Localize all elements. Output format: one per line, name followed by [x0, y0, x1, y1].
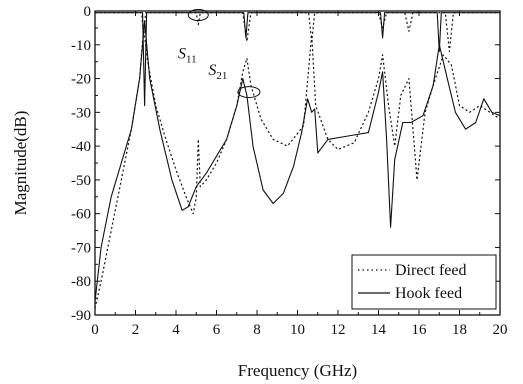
x-tick-label: 18	[452, 322, 467, 338]
x-tick-label: 16	[412, 322, 428, 338]
y-tick-label: -10	[71, 38, 91, 54]
y-axis-label: Magnitude(dB)	[11, 111, 30, 216]
series-s11-curve-3	[95, 12, 500, 107]
axis-tick-labels: 0 2 4 6 8 10 12 14 16 18 20 0 -10 -20 -30 -40 -50 -60 -70 -…	[71, 4, 508, 338]
s11-annotation: S11	[178, 45, 197, 65]
s11-annotation-main: S	[178, 45, 186, 62]
y-tick-label: -90	[71, 308, 91, 324]
s11-marker-ellipse	[187, 9, 209, 22]
x-tick-label: 8	[253, 322, 261, 338]
y-tick-label: 0	[84, 4, 92, 20]
s21-annotation-main: S	[208, 62, 216, 79]
x-tick-label: 10	[290, 322, 305, 338]
x-tick-label: 12	[331, 322, 346, 338]
y-tick-label: -60	[71, 207, 91, 223]
y-tick-label: -70	[71, 240, 91, 256]
x-tick-label: 2	[132, 322, 140, 338]
legend-label-direct-feed: Direct feed	[395, 262, 467, 279]
legend-box	[351, 254, 497, 310]
y-tick-label: -20	[71, 72, 91, 88]
x-tick-label: 14	[371, 322, 387, 338]
y-tick-label: -50	[71, 173, 91, 189]
annotations: S11 S21	[178, 9, 261, 99]
series-s21-hook-feed	[94, 20, 501, 302]
curves-group	[94, 12, 501, 309]
x-tick-label: 20	[493, 322, 508, 338]
series-s21-direct-feed	[94, 27, 501, 309]
s21-annotation: S21	[208, 62, 227, 82]
s11-annotation-sub: 11	[186, 53, 197, 65]
s21-marker-ellipse	[237, 86, 261, 99]
y-tick-label: -40	[71, 139, 91, 155]
y-tick-label: -80	[71, 274, 91, 290]
x-tick-label: 6	[213, 322, 221, 338]
x-tick-label: 4	[172, 322, 180, 338]
axis-ticks	[94, 10, 501, 316]
x-axis-label: Frequency (GHz)	[238, 361, 357, 380]
x-tick-label: 0	[91, 322, 99, 338]
legend-label-hook-feed: Hook feed	[395, 285, 462, 302]
s21-annotation-sub: 21	[216, 70, 227, 82]
series-s11-curve-2	[95, 12, 500, 53]
legend: Direct feed Hook feed	[351, 254, 497, 310]
y-tick-label: -30	[71, 105, 91, 121]
